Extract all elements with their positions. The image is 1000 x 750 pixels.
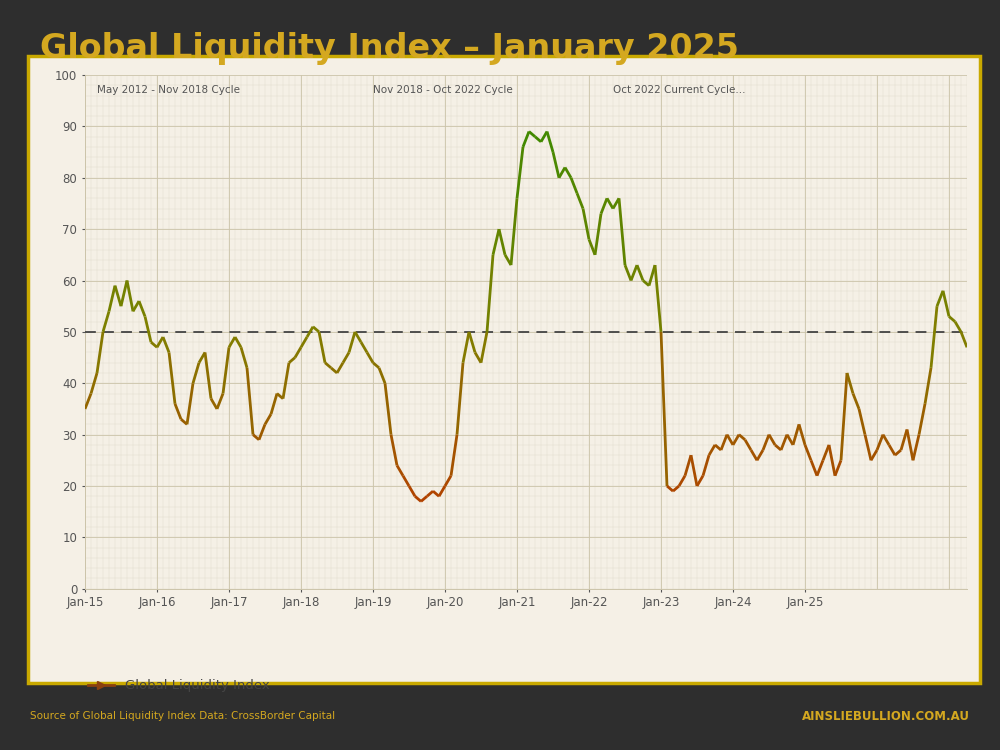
Text: Oct 2022 Current Cycle...: Oct 2022 Current Cycle... bbox=[613, 86, 746, 95]
Text: Nov 2018 - Oct 2022 Cycle: Nov 2018 - Oct 2022 Cycle bbox=[373, 86, 513, 95]
Text: Source of Global Liquidity Index Data: CrossBorder Capital: Source of Global Liquidity Index Data: C… bbox=[30, 711, 335, 722]
Legend: Global Liquidity Index: Global Liquidity Index bbox=[83, 674, 275, 698]
Text: Global Liquidity Index – January 2025: Global Liquidity Index – January 2025 bbox=[40, 32, 739, 65]
Text: AINSLIEBULLION.COM.AU: AINSLIEBULLION.COM.AU bbox=[802, 710, 970, 723]
Bar bbox=[28, 56, 980, 682]
Text: May 2012 - Nov 2018 Cycle: May 2012 - Nov 2018 Cycle bbox=[97, 86, 240, 95]
